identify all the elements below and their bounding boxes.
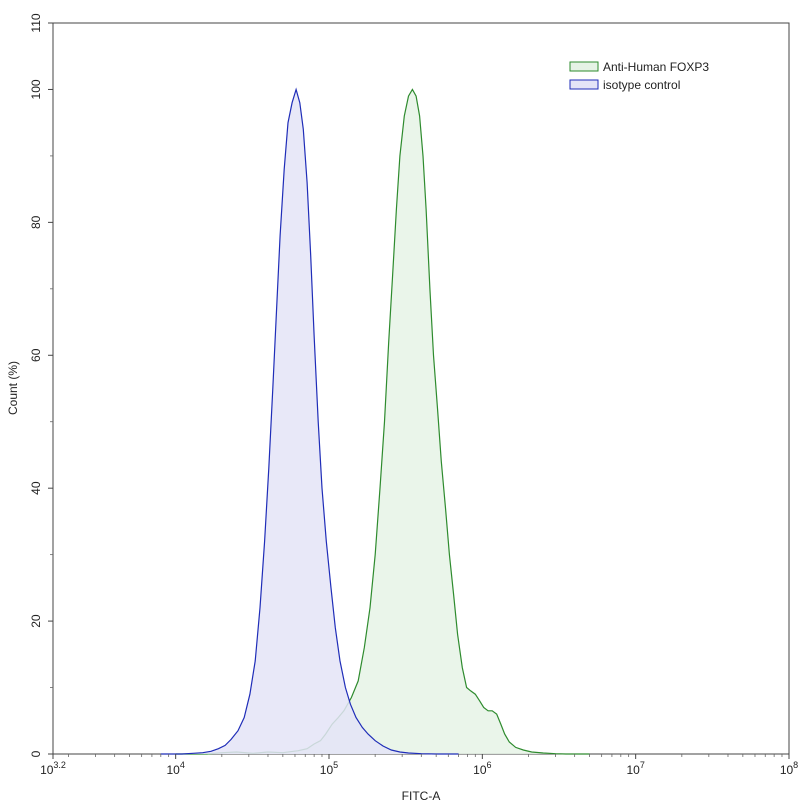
y-tick-label: 110 xyxy=(29,13,43,32)
y-tick-label: 60 xyxy=(29,348,43,362)
x-axis-title: FITC-A xyxy=(402,789,441,803)
x-tick-label: 107 xyxy=(626,760,644,777)
x-tick-marks xyxy=(52,754,790,759)
legend: Anti-Human FOXP3 isotype control xyxy=(569,60,709,92)
y-axis-title: Count (%) xyxy=(6,361,20,415)
series-layer xyxy=(160,87,590,755)
y-tick-label: 40 xyxy=(29,481,43,495)
y-tick-labels: 0 20 40 60 80 100 110 xyxy=(29,13,43,757)
x-tick-label: 108 xyxy=(780,760,798,777)
y-tick-label: 100 xyxy=(29,79,43,99)
legend-swatch-anti-human-foxp3 xyxy=(569,61,599,72)
y-tick-label: 0 xyxy=(29,750,43,757)
legend-label-anti-human-foxp3: Anti-Human FOXP3 xyxy=(603,60,709,74)
y-tick-marks xyxy=(48,22,53,755)
x-tick-labels: 103.2 104 105 106 107 108 xyxy=(40,760,798,777)
x-tick-label: 106 xyxy=(473,760,491,777)
series-area-isotype-control xyxy=(160,89,459,754)
x-tick-label: 103.2 xyxy=(40,760,66,777)
series-line-isotype-control xyxy=(160,87,459,755)
x-tick-label: 105 xyxy=(320,760,338,777)
y-tick-label: 80 xyxy=(29,215,43,229)
plot-area xyxy=(48,22,790,759)
x-tick-label: 104 xyxy=(166,760,184,777)
legend-swatch-isotype-control xyxy=(569,79,599,90)
legend-label-isotype-control: isotype control xyxy=(603,78,680,92)
series-area-anti-human-foxp3 xyxy=(175,89,590,754)
y-tick-label: 20 xyxy=(29,614,43,628)
